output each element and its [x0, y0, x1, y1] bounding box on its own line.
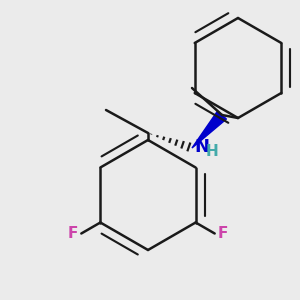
Text: F: F	[218, 226, 228, 241]
Text: F: F	[68, 226, 78, 241]
Text: N: N	[194, 138, 209, 156]
Polygon shape	[192, 111, 226, 148]
Text: H: H	[206, 145, 219, 160]
